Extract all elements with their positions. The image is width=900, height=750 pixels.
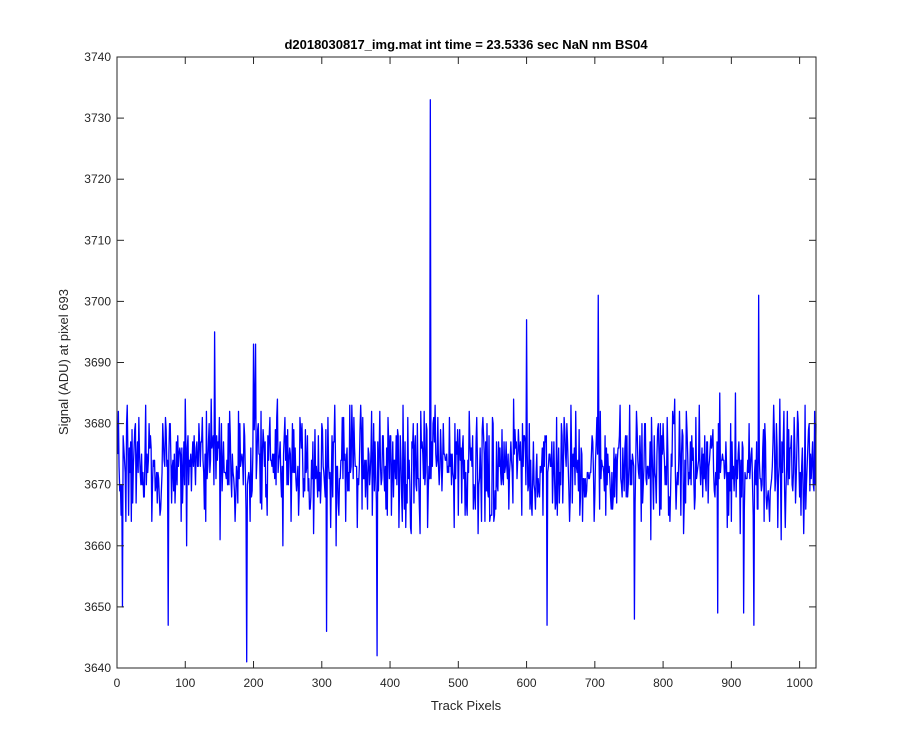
x-tick-label: 100 xyxy=(175,676,195,690)
x-tick-label: 800 xyxy=(653,676,673,690)
series-layer xyxy=(117,99,817,663)
y-tick-label: 3700 xyxy=(84,294,111,308)
x-axis-label: Track Pixels xyxy=(431,698,502,713)
x-tick-label: 400 xyxy=(380,676,400,690)
x-tick-label: 0 xyxy=(114,676,121,690)
y-tick-label: 3740 xyxy=(84,50,111,64)
y-tick-label: 3720 xyxy=(84,172,111,186)
y-tick-label: 3710 xyxy=(84,233,111,247)
y-axis-label: Signal (ADU) at pixel 693 xyxy=(56,289,71,435)
y-tick-label: 3730 xyxy=(84,111,111,125)
x-tick-label: 500 xyxy=(448,676,468,690)
y-tick-label: 3680 xyxy=(84,417,111,431)
chart-title: d2018030817_img.mat int time = 23.5336 s… xyxy=(284,37,648,52)
y-tick-label: 3670 xyxy=(84,478,111,492)
x-tick-label: 900 xyxy=(721,676,741,690)
y-tick-label: 3640 xyxy=(84,661,111,675)
y-tick-label: 3690 xyxy=(84,356,111,370)
y-tick-label: 3650 xyxy=(84,600,111,614)
x-tick-label: 300 xyxy=(312,676,332,690)
y-tick-label: 3660 xyxy=(84,539,111,553)
x-tick-label: 700 xyxy=(585,676,605,690)
axes-layer: 0 100 200 300 400 500 600 700 800 900 1000 3640 3650… xyxy=(84,50,817,690)
series-line xyxy=(117,99,817,663)
x-tick-label: 1000 xyxy=(786,676,813,690)
plot-area-background xyxy=(117,57,816,668)
x-tick-label: 200 xyxy=(244,676,264,690)
x-tick-label: 600 xyxy=(517,676,537,690)
